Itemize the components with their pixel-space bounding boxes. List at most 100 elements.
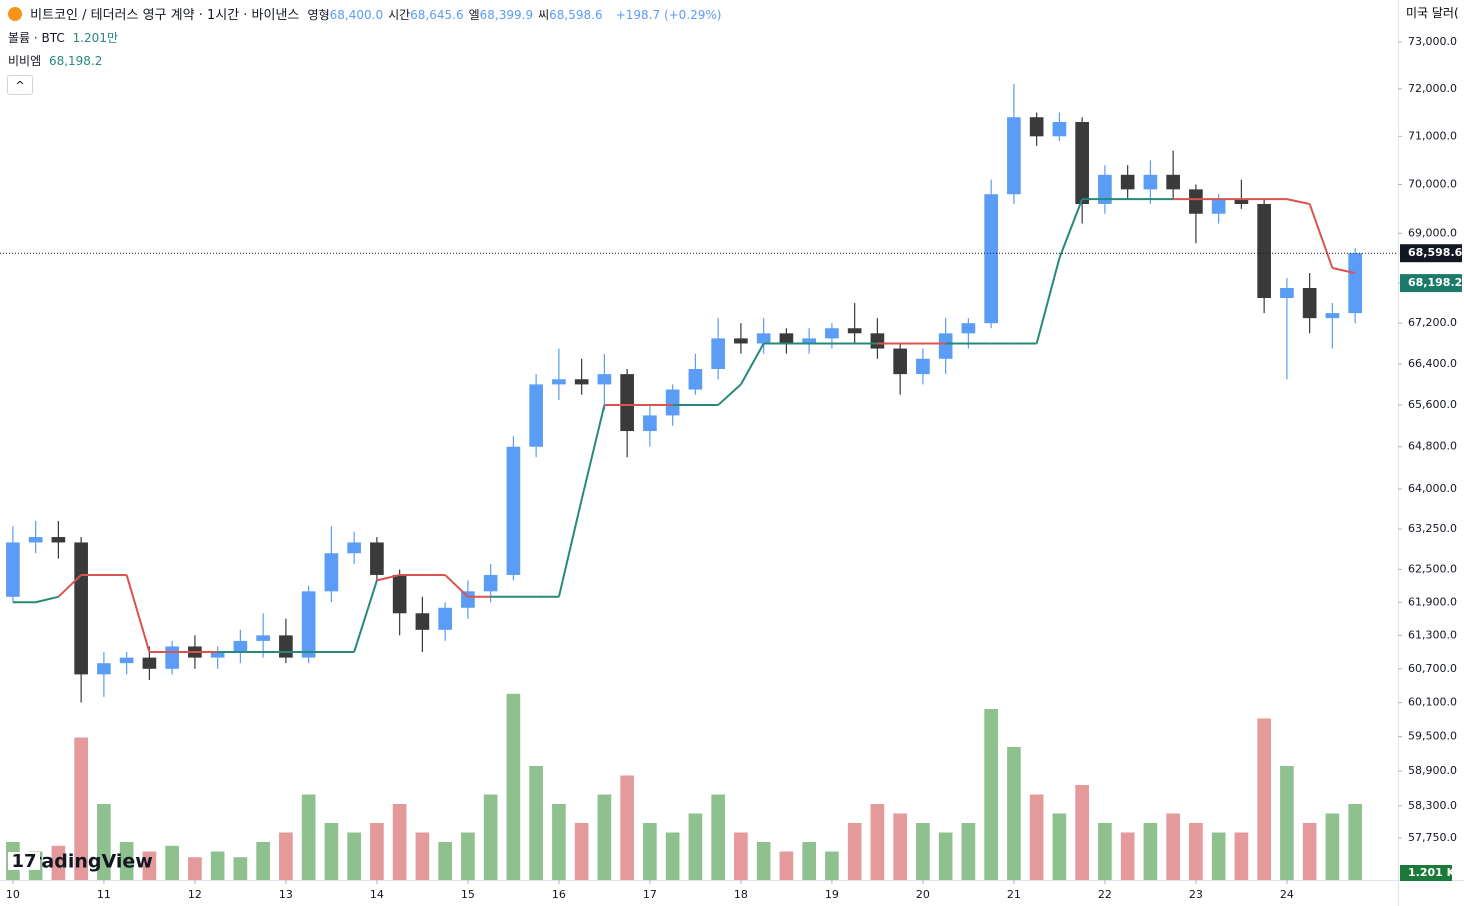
x-tick-label: 13 <box>279 888 293 901</box>
volume-bar <box>1189 823 1203 880</box>
candle-body <box>210 652 225 658</box>
volume-bar <box>233 857 248 880</box>
indicator-value: 68,198.2 <box>48 54 103 68</box>
candle-body <box>28 537 43 543</box>
collapse-button[interactable]: ^ <box>7 75 33 95</box>
price-tag: 68,598.6 <box>1408 246 1463 259</box>
y-tick-label: 65,600.0 <box>1408 398 1457 411</box>
volume-bar <box>97 804 111 880</box>
logo-mark: 𝟭𝟳 <box>11 851 36 872</box>
trend-segment <box>1035 257 1061 344</box>
change: +198.7 (+0.29%) <box>615 8 722 22</box>
volume-bar <box>1302 823 1317 880</box>
candle-body <box>1166 174 1180 190</box>
volume-label: 볼륨 · BTC <box>8 31 65 45</box>
volume-bar <box>847 823 862 880</box>
volume-bar <box>74 737 88 880</box>
y-tick-label: 71,000.0 <box>1408 129 1457 142</box>
y-tick-label: 64,800.0 <box>1408 440 1457 453</box>
volume-bar <box>506 693 521 880</box>
x-tick-label: 21 <box>1007 888 1021 901</box>
candle-body <box>279 635 293 658</box>
candle-body <box>1302 287 1317 319</box>
x-tick-label: 11 <box>97 888 111 901</box>
trend-segment <box>444 574 469 598</box>
volume-bar <box>324 823 339 880</box>
candle-body <box>1143 174 1158 190</box>
volume-bar <box>984 709 998 880</box>
trend-segment <box>57 574 82 598</box>
volume-bar <box>1234 832 1249 880</box>
volume-bar <box>461 832 475 880</box>
volume-bar <box>392 804 407 880</box>
volume-bar <box>188 857 202 880</box>
volume-layer <box>6 693 1362 880</box>
x-tick-label: 16 <box>552 888 566 901</box>
candle-body <box>1029 117 1044 137</box>
trend-segment <box>1308 203 1334 269</box>
volume-bar <box>1075 785 1089 880</box>
candle-body <box>870 333 885 349</box>
coin-icon <box>8 7 22 21</box>
candle-body <box>1257 203 1271 299</box>
y-tick-label: 57,750.0 <box>1408 831 1457 844</box>
volume-bar <box>870 804 885 880</box>
volume-bar <box>142 851 157 880</box>
y-tick-label: 58,900.0 <box>1408 764 1457 777</box>
candle-body <box>483 574 498 592</box>
trend-tag-bg <box>1400 274 1462 293</box>
candle-body <box>415 613 430 630</box>
candle-body <box>688 368 703 390</box>
volume-bar <box>1211 832 1226 880</box>
volume-bar <box>688 813 703 880</box>
volume-bar <box>893 813 907 880</box>
volume-bar <box>620 775 634 880</box>
y-tick-label: 64,000.0 <box>1408 482 1457 495</box>
candle-body <box>1120 174 1135 190</box>
candle-body <box>574 379 589 385</box>
trend-segment <box>740 342 765 385</box>
y-tick-label: 61,900.0 <box>1408 595 1457 608</box>
volume-value: 1.201만 <box>72 31 118 45</box>
ohlc-label: 씨 <box>538 8 550 22</box>
volume-bar <box>370 823 384 880</box>
candle-body <box>165 646 179 669</box>
volume-bar <box>1143 823 1158 880</box>
candle-body <box>97 663 111 675</box>
candle-body <box>438 607 452 630</box>
logo-bg <box>8 852 40 870</box>
ohlc-value: 68,400.0 <box>329 8 384 22</box>
trend-segment <box>1332 267 1356 275</box>
candle-body <box>938 333 953 359</box>
candle-body <box>301 591 316 658</box>
trend-segment <box>580 404 606 500</box>
candle-body <box>1211 199 1226 214</box>
x-tick-label: 15 <box>461 888 475 901</box>
volume-tag-bg <box>1400 865 1452 881</box>
y-tick-label: 59,500.0 <box>1408 730 1457 743</box>
candle-body <box>711 338 725 369</box>
candle-body <box>665 389 680 416</box>
y-tick-label: 72,000.0 <box>1408 82 1457 95</box>
ohlc-value: 68,645.6 <box>410 8 464 22</box>
volume-bar <box>415 832 430 880</box>
ohlc-value: 68,598.6 <box>549 8 603 22</box>
volume-bar <box>51 845 66 880</box>
trend-segment <box>557 499 583 598</box>
volume-bar <box>552 804 566 880</box>
candle-body <box>6 542 20 597</box>
volume-bar <box>756 842 771 880</box>
currency: 미국 달러( <box>1406 6 1459 20</box>
candle-body <box>324 553 339 592</box>
y-tick-label: 60,700.0 <box>1408 662 1457 675</box>
y-tick-label: 69,000.0 <box>1408 226 1457 239</box>
candle-body <box>1189 189 1203 214</box>
volume-bar <box>1166 813 1180 880</box>
trend-segment <box>125 574 151 653</box>
candle-body <box>74 542 88 675</box>
volume-bar <box>1029 794 1044 880</box>
price-layer <box>0 84 1398 703</box>
candle-body <box>847 328 862 334</box>
volume-bar <box>916 823 930 880</box>
y-tick-label: 61,300.0 <box>1408 628 1457 641</box>
